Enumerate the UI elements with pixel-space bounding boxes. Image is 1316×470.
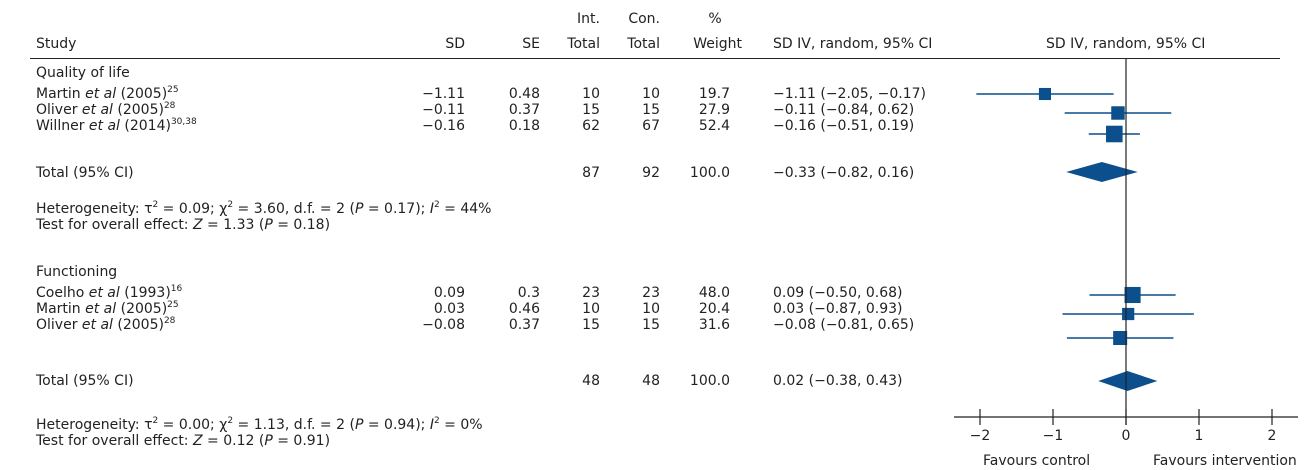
study-con-total: 15	[642, 317, 660, 333]
total-label: Total (95% CI)	[36, 165, 134, 181]
total-ci: −0.33 (−0.82, 0.16)	[773, 165, 915, 181]
study-sd: −0.16	[422, 118, 465, 134]
study-weight: 52.4	[698, 118, 730, 134]
heterogeneity-text: Heterogeneity: τ2 = 0.09; χ2 = 3.60, d.f…	[36, 200, 492, 218]
study-sd: −0.08	[422, 317, 465, 333]
study-int-total: 15	[582, 102, 600, 118]
study-marker	[1113, 331, 1128, 345]
col-header-weight-line1: %	[708, 11, 722, 27]
study-weight: 48.0	[698, 285, 730, 301]
study-ci: −1.11 (−2.05, −0.17)	[773, 86, 926, 102]
total-int: 48	[582, 373, 600, 389]
study-int-total: 10	[582, 86, 600, 102]
study-con-total: 15	[642, 102, 660, 118]
study-sd: 0.09	[433, 285, 465, 301]
study-marker	[1122, 307, 1135, 321]
study-marker	[1124, 286, 1141, 304]
col-header-int-line2: Total	[567, 36, 600, 52]
header-rule	[30, 58, 1000, 59]
total-int: 87	[582, 165, 600, 181]
study-label: Willner et al (2014)30,38	[36, 117, 197, 135]
study-int-total: 23	[582, 285, 600, 301]
overall-effect-text: Test for overall effect: Z = 1.33 (P = 0…	[36, 217, 331, 233]
x-tick-label: −1	[1043, 428, 1064, 444]
study-sd: −0.11	[422, 102, 465, 118]
study-se: 0.18	[508, 118, 540, 134]
study-ci: −0.08 (−0.81, 0.65)	[773, 317, 915, 333]
study-con-total: 67	[642, 118, 660, 134]
study-label: Martin et al (2005)25	[36, 85, 179, 103]
study-label: Oliver et al (2005)28	[36, 101, 176, 119]
x-tick-label: 1	[1195, 428, 1204, 444]
study-ci: −0.16 (−0.51, 0.19)	[773, 118, 915, 134]
favours-control-label: Favours control	[983, 453, 1091, 469]
study-weight: 19.7	[698, 86, 730, 102]
plot-title: SD IV, random, 95% CI	[1046, 36, 1206, 52]
x-tick-label: 0	[1122, 428, 1131, 444]
study-sd: −1.11	[422, 86, 465, 102]
col-header-int-line1: Int.	[577, 11, 600, 27]
total-weight: 100.0	[689, 373, 730, 389]
study-con-total: 23	[642, 285, 660, 301]
study-se: 0.48	[508, 86, 540, 102]
favours-intervention-label: Favours intervention	[1153, 453, 1297, 469]
study-ci: −0.11 (−0.84, 0.62)	[773, 102, 915, 118]
study-marker	[1111, 106, 1125, 120]
study-se: 0.3	[517, 285, 540, 301]
total-weight: 100.0	[689, 165, 730, 181]
total-ci: 0.02 (−0.38, 0.43)	[773, 373, 903, 389]
col-header-weight-line2: Weight	[693, 36, 742, 52]
study-weight: 20.4	[698, 301, 730, 317]
study-se: 0.37	[508, 317, 540, 333]
col-header-se: SE	[522, 36, 540, 52]
group-title: Functioning	[36, 264, 118, 280]
study-sd: 0.03	[433, 301, 465, 317]
study-label: Martin et al (2005)25	[36, 300, 179, 318]
study-label: Oliver et al (2005)28	[36, 316, 176, 334]
study-marker	[1038, 87, 1052, 101]
header-rule-plot	[1000, 58, 1280, 59]
study-weight: 31.6	[698, 317, 730, 333]
study-label: Coelho et al (1993)16	[36, 284, 183, 302]
total-con: 48	[642, 373, 660, 389]
overall-effect-text: Test for overall effect: Z = 0.12 (P = 0…	[36, 433, 331, 449]
study-ci: 0.09 (−0.50, 0.68)	[773, 285, 903, 301]
study-marker	[1106, 125, 1123, 143]
study-weight: 27.9	[698, 102, 730, 118]
col-header-study: Study	[36, 36, 77, 52]
study-se: 0.46	[508, 301, 540, 317]
total-con: 92	[642, 165, 660, 181]
x-tick-label: −2	[970, 428, 991, 444]
study-se: 0.37	[508, 102, 540, 118]
col-header-con-line1: Con.	[628, 11, 660, 27]
study-ci: 0.03 (−0.87, 0.93)	[773, 301, 903, 317]
pooled-diamond	[1098, 371, 1158, 391]
col-header-ci: SD IV, random, 95% CI	[773, 36, 933, 52]
pooled-diamond	[1066, 162, 1138, 182]
study-con-total: 10	[642, 301, 660, 317]
study-con-total: 10	[642, 86, 660, 102]
study-int-total: 15	[582, 317, 600, 333]
study-int-total: 62	[582, 118, 600, 134]
x-tick-label: 2	[1268, 428, 1277, 444]
study-int-total: 10	[582, 301, 600, 317]
total-label: Total (95% CI)	[36, 373, 134, 389]
col-header-sd: SD	[445, 36, 465, 52]
col-header-con-line2: Total	[627, 36, 660, 52]
group-title: Quality of life	[36, 65, 130, 81]
heterogeneity-text: Heterogeneity: τ2 = 0.00; χ2 = 1.13, d.f…	[36, 416, 483, 434]
